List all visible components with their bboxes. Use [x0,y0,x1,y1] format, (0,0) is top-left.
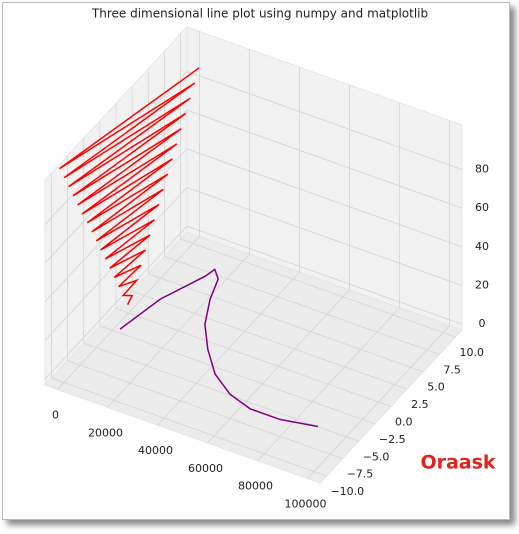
watermark: Oraask [420,452,495,474]
data-line [59,67,200,306]
y-tick-label: 10.0 [460,346,485,359]
x-tick-label: 0 [52,408,59,421]
grid-line [99,325,375,425]
x-tick-label: 20000 [88,426,123,439]
grid-line [51,377,327,477]
grid-line [44,187,188,341]
x-tick-label: 40000 [138,444,173,457]
z-tick-label: 0 [479,317,486,330]
chart-title: Three dimensional line plot using numpy … [91,7,428,21]
z-tick-label: 60 [475,201,489,214]
x-tick-label: 80000 [238,480,273,493]
grid-line [132,290,408,390]
grid-line [186,148,463,248]
y-tick-label: −7.5 [347,468,374,481]
z-tick-label: 20 [475,279,489,292]
grid-line [180,238,456,338]
z-tick-label: 40 [475,240,489,253]
grid-line [44,71,188,225]
x-tick-label: 60000 [188,462,223,475]
grid-line [44,225,188,380]
y-tick-label: −5.0 [363,450,390,463]
grid-line [148,273,424,373]
grid-line [186,187,463,286]
y-tick-label: −2.5 [379,433,406,446]
y-tick-label: 2.5 [411,398,429,411]
grid-line [186,225,463,325]
y-tick-label: 7.5 [443,363,461,376]
y-tick-label: 0.0 [395,416,413,429]
grid-line [186,71,463,170]
grid-line [186,109,463,209]
grid-line [115,308,392,407]
grid-line [67,360,343,460]
x-tick-label: 100000 [285,498,327,511]
y-tick-label: −10.0 [330,485,364,498]
z-tick-label: 80 [475,162,489,175]
y-tick-label: 5.0 [427,381,445,394]
data-line [119,268,319,428]
grid-line [44,109,188,264]
